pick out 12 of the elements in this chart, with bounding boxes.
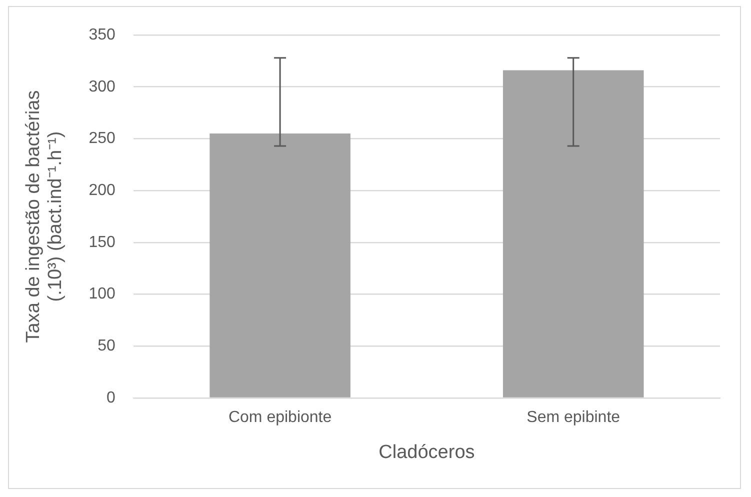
y-tick-label: 300 bbox=[88, 78, 116, 96]
y-tick-label: 200 bbox=[88, 182, 116, 199]
x-tick-label: Com epibionte bbox=[228, 409, 332, 426]
x-tick-label: Sem epibinte bbox=[526, 409, 620, 426]
y-tick-label: 50 bbox=[98, 338, 116, 355]
y-tick-label: 100 bbox=[88, 286, 116, 303]
y-tick-label: 350 bbox=[88, 26, 116, 44]
x-axis-title: Cladóceros bbox=[378, 442, 475, 463]
y-tick-label: 0 bbox=[106, 389, 116, 406]
y-tick-label: 250 bbox=[88, 130, 116, 148]
y-axis-title: Taxa de ingestão de bactérias (.10³) (bact.ind⁻¹.h⁻¹) bbox=[23, 90, 66, 343]
y-tick-label: 150 bbox=[88, 234, 116, 251]
